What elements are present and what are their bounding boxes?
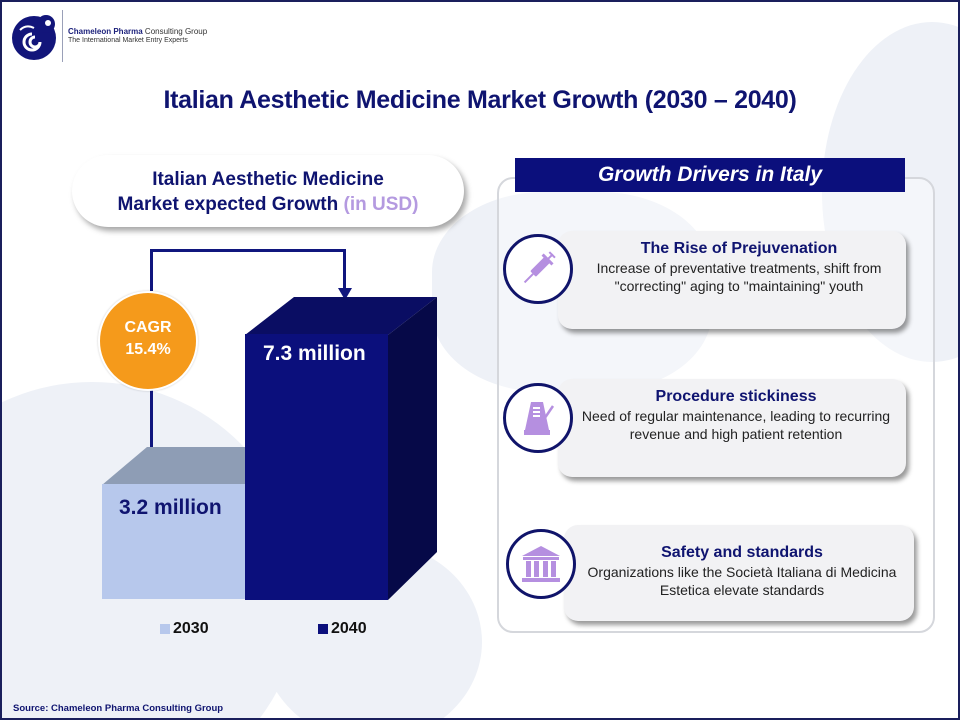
logo-divider (62, 10, 63, 62)
metronome-icon (524, 402, 555, 435)
driver-icon-circle (506, 529, 576, 599)
drivers-header: Growth Drivers in Italy (515, 158, 905, 192)
driver-title: Safety and standards (661, 544, 823, 561)
chart-subtitle-pill: Italian Aesthetic Medicine Market expect… (72, 155, 464, 227)
company-tagline: The International Market Entry Experts (68, 37, 188, 44)
driver-text: Need of regular maintenance, leading to … (581, 408, 891, 442)
company-name-bold: Chameleon Pharma (68, 27, 143, 36)
legend-swatch-2040 (318, 624, 328, 634)
source-note: Source: Chameleon Pharma Consulting Grou… (13, 703, 224, 714)
legend-item-2030: 2030 (160, 620, 209, 638)
bar-2030 (102, 484, 245, 599)
institution-icon (522, 546, 560, 582)
chart-subtitle-line2: Market expected Growth (in USD) (72, 192, 464, 217)
chart-subtitle-unit: (in USD) (343, 194, 419, 215)
cagr-connector-line-lower (150, 390, 153, 448)
syringe-icon (523, 251, 556, 284)
driver-icon-circle (503, 234, 573, 304)
legend-item-2040: 2040 (318, 620, 367, 638)
chameleon-logo-icon (12, 15, 56, 60)
driver-card-safety-standards: Safety and standards Organizations like … (564, 525, 914, 621)
cagr-label: CAGR (124, 319, 172, 336)
driver-icon-circle (503, 383, 573, 453)
driver-card-procedure-stickiness: Procedure stickiness Need of regular mai… (558, 379, 906, 477)
cagr-connector-line (150, 249, 346, 291)
driver-text: Organizations like the Società Italiana … (587, 564, 897, 598)
page-title: Italian Aesthetic Medicine Market Growth… (163, 86, 797, 114)
chart-subtitle-text: Market expected Growth (117, 194, 344, 215)
cagr-value: 15.4% (125, 341, 171, 358)
legend-swatch-2030 (160, 624, 170, 634)
driver-text: Increase of preventative treatments, shi… (596, 260, 882, 294)
company-name-rest: Consulting Group (142, 27, 208, 36)
company-name: Chameleon Pharma Consulting Group (68, 27, 207, 36)
bar-2040 (245, 334, 388, 600)
driver-title: Procedure stickiness (655, 388, 817, 405)
legend-label-2040: 2040 (331, 620, 367, 637)
driver-title: The Rise of Prejuvenation (640, 240, 838, 257)
bar-2040-side-face (388, 297, 437, 600)
bar-2030-value-label: 3.2 million (119, 496, 222, 519)
legend-label-2030: 2030 (173, 620, 209, 637)
bar-2040-value-label: 7.3 million (263, 342, 366, 365)
chart-subtitle-line1: Italian Aesthetic Medicine (152, 169, 384, 190)
cagr-badge: CAGR 15.4% (98, 291, 198, 391)
driver-card-prejuvenation: The Rise of Prejuvenation Increase of pr… (558, 231, 906, 329)
